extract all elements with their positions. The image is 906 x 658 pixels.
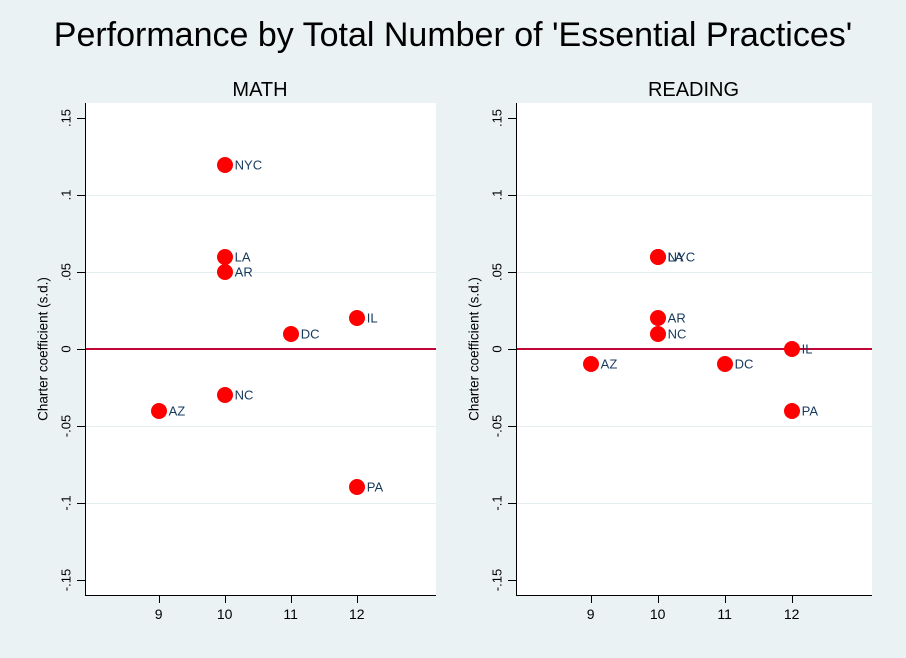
- zero-line: [86, 348, 436, 350]
- gridline: [86, 425, 436, 427]
- x-tick-label: 9: [154, 606, 163, 622]
- y-tick-label: .15: [58, 109, 74, 128]
- x-tick-label: 10: [649, 606, 666, 622]
- data-point-la: [216, 248, 233, 265]
- x-tick-label: 9: [586, 606, 595, 622]
- data-point-label-nyc: NYC: [667, 249, 696, 265]
- data-point-dc: [716, 356, 733, 373]
- y-tick-label: 0: [489, 345, 505, 353]
- data-point-label-nc: NC: [667, 326, 687, 342]
- gridline: [517, 502, 872, 504]
- y-axis-title-math: Charter coefficient (s.d.): [35, 277, 51, 421]
- data-point-label-nyc: NYC: [234, 157, 263, 172]
- data-point-la: [649, 248, 666, 265]
- panel-title-reading: READING: [647, 79, 740, 101]
- plot-area-reading: .15 .1 .05 0 -.05 -.1 -.15 9 10 11 12 NYC LA AR NC IL AZ…: [490, 103, 872, 622]
- data-point-pa: [783, 402, 800, 419]
- data-point-label-az: AZ: [168, 403, 186, 418]
- y-tick: [77, 195, 85, 197]
- data-point-label-ar: AR: [667, 310, 686, 326]
- y-tick: [508, 579, 516, 581]
- y-tick: [77, 118, 85, 120]
- data-point-label-pa: PA: [801, 403, 818, 418]
- panel-title-math: MATH: [232, 79, 288, 101]
- data-point-label-la: LA: [234, 249, 251, 265]
- data-point-il: [348, 310, 365, 327]
- plot-area-math: .15 .1 .05 0 -.05 -.1 -.15 9 10 11 12 NYC LA AR IL DC NC…: [59, 103, 436, 622]
- x-tick-label: 11: [717, 606, 732, 622]
- data-point-dc: [282, 325, 299, 342]
- y-axis-title-reading: Charter coefficient (s.d.): [466, 277, 482, 421]
- y-tick: [77, 349, 85, 350]
- gridline: [86, 195, 436, 197]
- y-tick: [508, 118, 516, 120]
- gridline: [517, 195, 872, 197]
- y-tick: [508, 272, 516, 274]
- y-tick-label: -.05: [489, 414, 505, 438]
- data-point-label-il: IL: [801, 341, 813, 357]
- x-tick: [224, 595, 226, 603]
- data-point-il: [783, 341, 800, 357]
- data-point-nc: [216, 387, 233, 404]
- gridline: [517, 272, 872, 274]
- y-tick: [508, 195, 516, 197]
- data-point-ar: [649, 310, 666, 327]
- y-tick-label: .1: [58, 189, 74, 201]
- data-point-label-il: IL: [366, 310, 378, 326]
- data-point-label-nc: NC: [234, 387, 254, 403]
- x-tick: [657, 595, 659, 603]
- y-tick-label: -.05: [58, 414, 74, 438]
- y-tick-label: 0: [58, 345, 74, 353]
- zero-line: [517, 348, 872, 350]
- x-tick-label: 12: [783, 606, 800, 622]
- y-tick-label: .15: [489, 109, 505, 128]
- y-tick-label: .05: [58, 263, 74, 282]
- data-point-label-ar: AR: [234, 264, 253, 280]
- data-point-pa: [348, 479, 365, 496]
- data-point-label-dc: DC: [300, 326, 320, 342]
- y-tick-label: .05: [489, 263, 505, 282]
- y-tick: [508, 425, 516, 427]
- x-tick: [724, 595, 726, 603]
- y-tick-label: -.15: [489, 568, 505, 591]
- y-tick: [77, 272, 85, 274]
- x-tick-label: 11: [283, 606, 298, 622]
- data-point-ar: [216, 264, 233, 281]
- x-tick: [791, 595, 793, 603]
- data-point-label-pa: PA: [366, 479, 384, 495]
- y-tick: [77, 425, 85, 427]
- y-tick-label: -.1: [58, 495, 74, 511]
- data-point-label-dc: DC: [734, 356, 754, 372]
- y-tick: [77, 502, 85, 504]
- x-tick: [590, 595, 592, 603]
- y-tick-label: -.15: [58, 568, 74, 591]
- chart-title: Performance by Total Number of 'Essentia…: [53, 16, 853, 54]
- data-point-az: [150, 402, 167, 419]
- y-tick: [77, 579, 85, 581]
- x-tick: [356, 595, 358, 603]
- data-point-label-la: LA: [667, 249, 684, 265]
- data-point-az: [582, 356, 599, 373]
- y-tick-label: -.1: [489, 495, 505, 511]
- x-tick-label: 12: [348, 606, 365, 622]
- x-tick-label: 10: [216, 606, 233, 622]
- x-tick: [158, 595, 160, 603]
- x-tick: [290, 595, 292, 603]
- y-tick: [508, 349, 516, 350]
- data-point-nc: [649, 325, 666, 342]
- gridline: [86, 272, 436, 274]
- data-point-label-az: AZ: [600, 356, 618, 372]
- y-tick-label: .1: [489, 189, 505, 201]
- gridline: [517, 425, 872, 427]
- data-point-nyc: [216, 156, 233, 173]
- y-tick: [508, 502, 516, 504]
- gridline: [86, 502, 436, 504]
